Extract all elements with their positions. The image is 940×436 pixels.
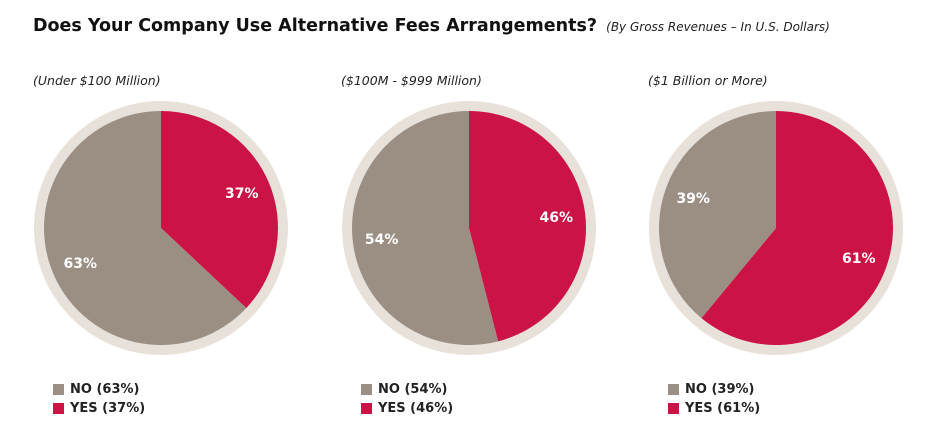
pie-slice-yes — [161, 111, 278, 309]
legend-label-no: NO (39%) — [685, 382, 755, 397]
legend-swatch-no — [361, 384, 372, 395]
pie-data-label-yes: 46% — [540, 210, 574, 226]
chart-subtitle: (By Gross Revenues – In U.S. Dollars) — [606, 20, 830, 34]
legend: NO (39%) YES (61%) — [668, 380, 760, 418]
legend-label-no: NO (63%) — [70, 382, 140, 397]
chart-title-row: Does Your Company Use Alternative Fees A… — [33, 16, 830, 36]
pie-chart: 61% 39% — [649, 101, 903, 355]
pie-data-label-no: 63% — [63, 256, 97, 272]
pie-chart: 37% 63% — [34, 101, 288, 355]
pie-slice-yes — [469, 111, 587, 342]
legend-label-yes: YES (37%) — [70, 401, 146, 416]
legend-item-yes: YES (37%) — [53, 399, 145, 418]
legend-item-no: NO (63%) — [53, 380, 145, 399]
pie-data-label-yes: 61% — [842, 251, 876, 267]
legend: NO (54%) YES (46%) — [361, 380, 453, 418]
legend-label-yes: YES (61%) — [685, 401, 761, 416]
pie-panel-1b-or-more: ($1 Billion or More) 61% 39% NO (39%) YES… — [648, 0, 940, 436]
legend-item-yes: YES (61%) — [668, 399, 760, 418]
pie-slice-no — [659, 111, 776, 319]
pie-slice-yes — [701, 111, 893, 345]
pie-panel-under-100m: (Under $100 Million) 37% 63% NO (63%) YES… — [33, 0, 333, 436]
legend-swatch-no — [53, 384, 64, 395]
pie-data-label-yes: 37% — [225, 186, 259, 202]
pie-data-label-no: 54% — [365, 232, 399, 248]
legend-label-yes: YES (46%) — [378, 401, 454, 416]
pie-label: ($100M - $999 Million) — [341, 73, 482, 88]
chart-title: Does Your Company Use Alternative Fees A… — [33, 16, 598, 36]
pie-label: (Under $100 Million) — [33, 73, 161, 88]
legend-item-yes: YES (46%) — [361, 399, 453, 418]
pie-panel-100m-999m: ($100M - $999 Million) 46% 54% NO (54%) Y… — [341, 0, 641, 436]
legend-swatch-no — [668, 384, 679, 395]
legend-label-no: NO (54%) — [378, 382, 448, 397]
legend-item-no: NO (39%) — [668, 380, 760, 399]
legend-swatch-yes — [668, 403, 679, 414]
legend: NO (63%) YES (37%) — [53, 380, 145, 418]
pie-slice-no — [44, 111, 247, 345]
legend-swatch-yes — [53, 403, 64, 414]
pie-slice-no — [352, 111, 499, 345]
pie-chart: 46% 54% — [342, 101, 596, 355]
legend-item-no: NO (54%) — [361, 380, 453, 399]
legend-swatch-yes — [361, 403, 372, 414]
pie-label: ($1 Billion or More) — [648, 73, 768, 88]
pie-data-label-no: 39% — [676, 191, 710, 207]
